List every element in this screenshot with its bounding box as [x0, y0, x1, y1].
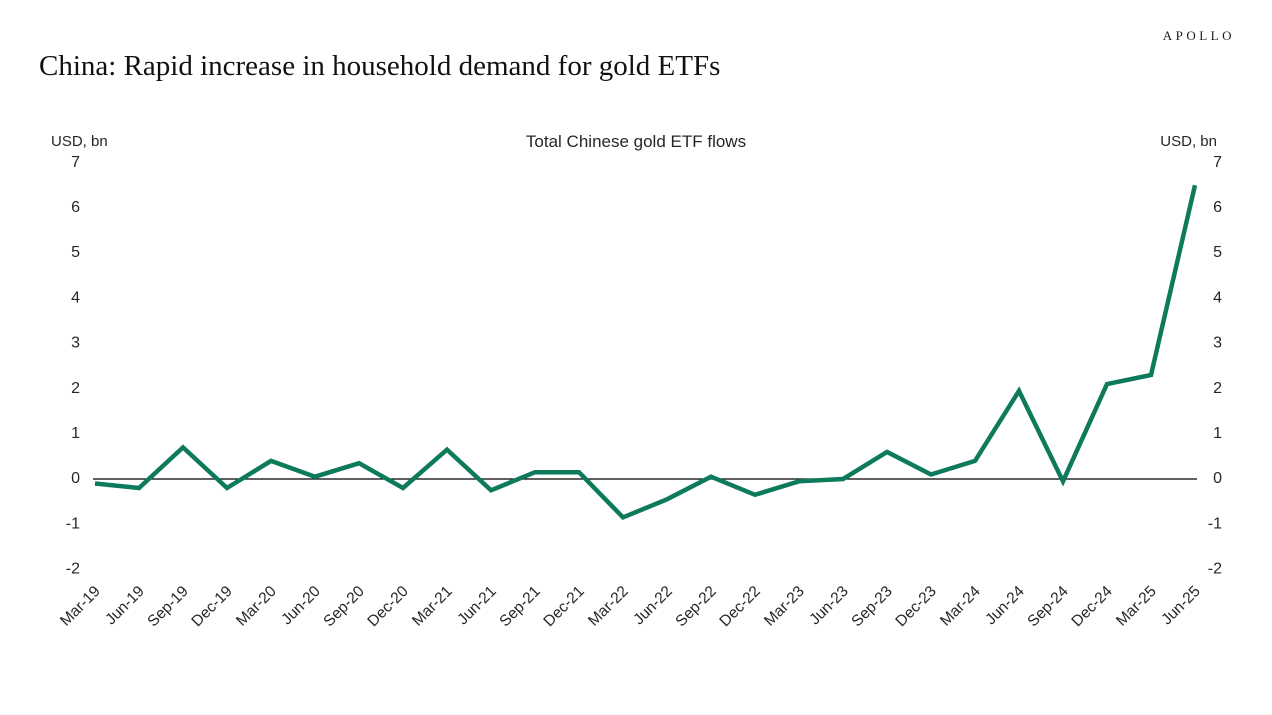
- x-axis-tick-label: Dec-21: [540, 583, 587, 630]
- x-axis-tick-label: Mar-21: [409, 583, 456, 630]
- y-axis-tick-right: 6: [1213, 199, 1222, 216]
- x-axis-tick-label: Dec-23: [892, 583, 939, 630]
- chart-title: Total Chinese gold ETF flows: [525, 132, 747, 151]
- y-axis-tick-right: 4: [1213, 289, 1222, 306]
- apollo-logo: APOLLO: [1162, 28, 1235, 43]
- y-axis-tick-right: -1: [1208, 515, 1222, 532]
- x-axis-tick-label: Jun-20: [278, 583, 324, 629]
- x-axis-tick-label: Dec-19: [188, 583, 235, 630]
- x-axis-tick-label: Jun-23: [806, 583, 852, 629]
- x-axis-tick-label: Jun-21: [454, 583, 500, 629]
- data-series-line: [94, 184, 1198, 521]
- y-axis-tick-right: 2: [1213, 380, 1222, 397]
- y-axis-tick-left: -1: [66, 515, 80, 532]
- y-axis-tick-right: -2: [1208, 561, 1222, 578]
- x-axis-tick-label: Jun-22: [630, 583, 676, 629]
- y-axis-tick-right: 5: [1213, 244, 1222, 261]
- y-axis-tick-left: 4: [71, 289, 80, 306]
- x-axis-tick-label: Jun-25: [1158, 583, 1204, 629]
- right-axis-unit-label: USD, bn: [1160, 133, 1217, 150]
- left-axis-unit-label: USD, bn: [51, 133, 108, 150]
- x-axis-tick-label: Dec-20: [364, 583, 412, 631]
- y-axis-tick-left: -2: [66, 561, 80, 578]
- y-axis-tick-left: 6: [71, 199, 80, 216]
- x-axis-tick-label: Sep-19: [144, 583, 191, 630]
- page-title: China: Rapid increase in household deman…: [39, 50, 721, 82]
- x-axis-tick-label: Sep-24: [1024, 583, 1072, 631]
- x-axis-tick-label: Mar-24: [937, 583, 984, 630]
- x-axis-tick-label: Dec-22: [716, 583, 763, 630]
- y-axis-tick-left: 7: [71, 154, 80, 171]
- y-axis-tick-right: 0: [1213, 470, 1222, 487]
- x-axis-tick-label: Jun-24: [982, 583, 1028, 629]
- x-axis-tick-label: Mar-23: [761, 583, 808, 630]
- x-axis-tick-label: Sep-21: [496, 583, 543, 630]
- y-axis-tick-left: 1: [71, 425, 80, 442]
- x-axis-tick-label: Mar-25: [1113, 583, 1160, 630]
- y-axis-tick-left: 5: [71, 244, 80, 261]
- x-axis-tick-label: Sep-20: [320, 583, 368, 631]
- y-axis-tick-right: 3: [1213, 335, 1222, 352]
- x-axis-tick-label: Jun-19: [102, 583, 148, 629]
- x-axis-tick-label: Dec-24: [1068, 583, 1116, 631]
- y-axis-tick-left: 3: [71, 335, 80, 352]
- y-axis-tick-left: 0: [71, 470, 80, 487]
- x-axis-tick-label: Mar-22: [585, 583, 632, 630]
- x-axis-tick-label: Sep-23: [848, 583, 895, 630]
- y-axis-tick-right: 7: [1213, 154, 1222, 171]
- x-axis-tick-label: Sep-22: [672, 583, 719, 630]
- x-axis-tick-label: Mar-20: [233, 583, 280, 630]
- y-axis-tick-left: 2: [71, 380, 80, 397]
- x-axis-tick-label: Mar-19: [57, 583, 104, 630]
- y-axis-tick-right: 1: [1213, 425, 1222, 442]
